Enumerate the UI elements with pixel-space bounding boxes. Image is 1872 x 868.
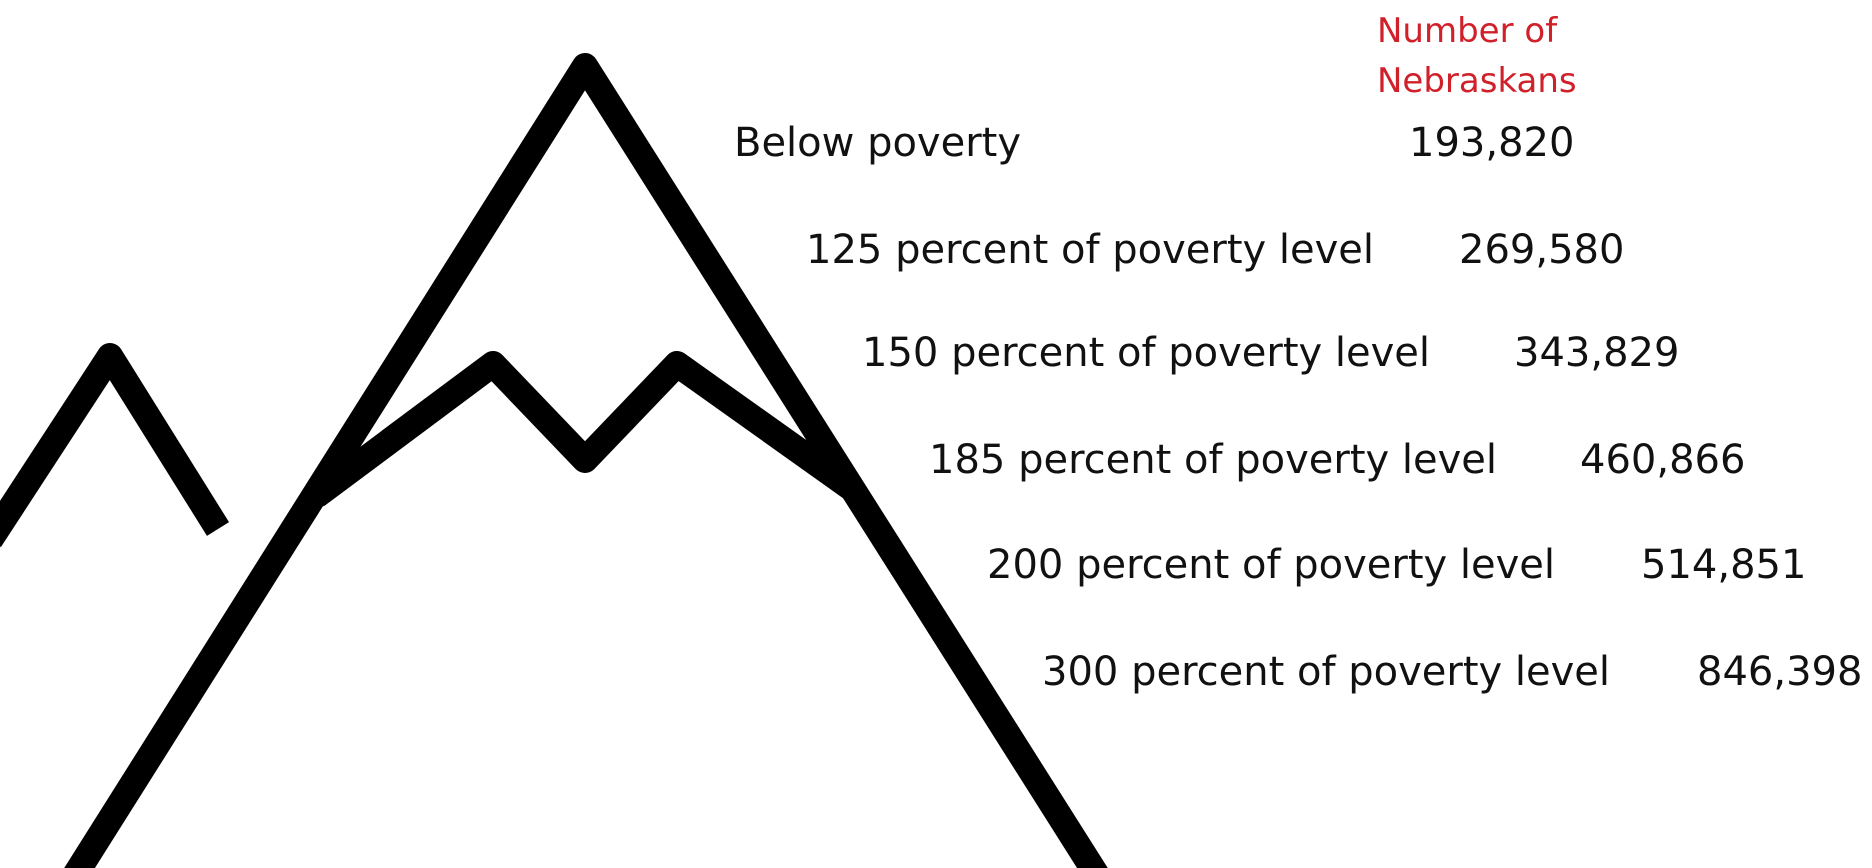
row-value: 193,820 — [1409, 120, 1575, 166]
row-value: 269,580 — [1459, 227, 1625, 273]
big-mountain — [64, 53, 1108, 868]
row-label: Below poverty — [734, 120, 1022, 166]
row-label: 200 percent of poverty level — [987, 542, 1556, 588]
row-value: 846,398 — [1697, 649, 1863, 695]
row-label: 150 percent of poverty level — [862, 330, 1431, 376]
row-label: 125 percent of poverty level — [806, 227, 1375, 273]
snow-line — [308, 351, 862, 507]
row-label: 300 percent of poverty level — [1042, 649, 1611, 695]
row-value: 514,851 — [1641, 542, 1807, 588]
row-value: 343,829 — [1514, 330, 1680, 376]
row-label: 185 percent of poverty level — [929, 437, 1498, 483]
column-header: Number of Nebraskans — [1377, 11, 1577, 101]
small-mountain — [0, 343, 230, 548]
row-value: 460,866 — [1580, 437, 1746, 483]
